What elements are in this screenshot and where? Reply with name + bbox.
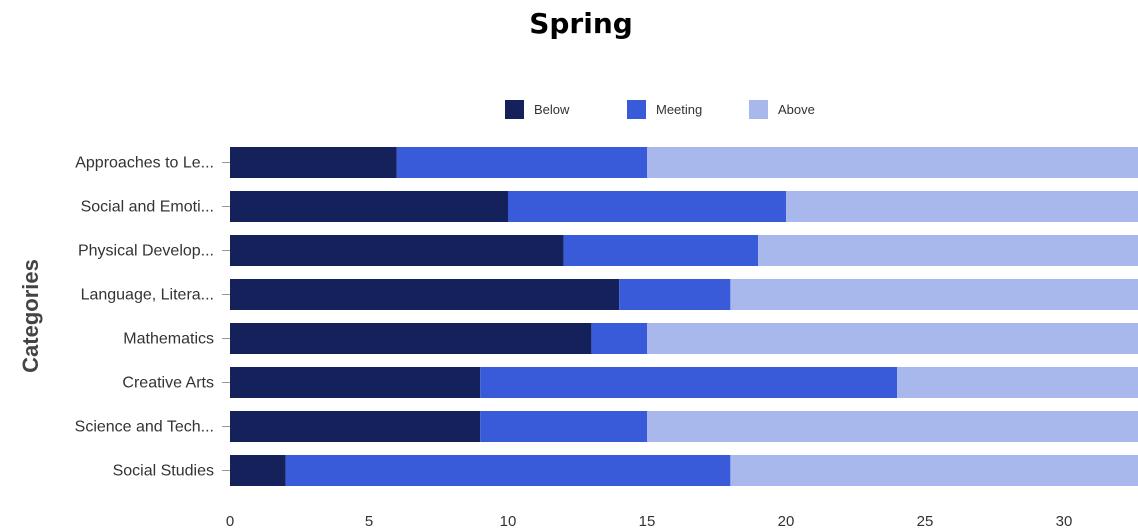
bar-below-4: [230, 323, 592, 354]
bar-meeting-2: [563, 235, 759, 266]
category-label: Mathematics: [123, 331, 214, 348]
bar-below-0: [230, 147, 397, 178]
bar-meeting-4: [591, 323, 647, 354]
bar-meeting-7: [285, 455, 731, 486]
category-label: Approaches to Le...: [75, 155, 214, 172]
bar-above-3: [730, 279, 1138, 310]
legend-label-above: Above: [778, 102, 815, 117]
category-label: Social and Emoti...: [81, 199, 214, 216]
bar-below-7: [230, 455, 286, 486]
x-axis-ticks: 0 5 10 15 20 25 30: [226, 513, 1073, 529]
bar-meeting-0: [396, 147, 647, 178]
category-label: Science and Tech...: [75, 419, 214, 436]
bar-above-0: [647, 147, 1138, 178]
bar-below-1: [230, 191, 508, 222]
bar-meeting-5: [480, 367, 898, 398]
bar-below-5: [230, 367, 481, 398]
bar-above-7: [730, 455, 1138, 486]
category-label: Creative Arts: [122, 375, 214, 392]
x-tick-label: 10: [500, 513, 517, 529]
y-axis-label: Categories: [18, 259, 43, 373]
bar-meeting-1: [508, 191, 786, 222]
bar-above-2: [758, 235, 1138, 266]
legend-swatch-below: [505, 100, 524, 119]
bar-above-5: [897, 367, 1138, 398]
x-tick-label: 30: [1056, 513, 1073, 529]
category-label: Language, Litera...: [81, 287, 214, 304]
legend-swatch-above: [749, 100, 768, 119]
x-tick-label: 5: [365, 513, 373, 529]
bars: [230, 147, 1138, 486]
category-label: Social Studies: [113, 463, 214, 480]
legend: Below Meeting Above: [505, 100, 815, 119]
x-tick-label: 15: [639, 513, 656, 529]
category-labels: Approaches to Le... Social and Emoti... Ph…: [75, 155, 230, 480]
bar-meeting-6: [480, 411, 647, 442]
x-tick-label: 25: [917, 513, 934, 529]
x-tick-label: 0: [226, 513, 234, 529]
bar-above-1: [786, 191, 1138, 222]
bar-below-6: [230, 411, 481, 442]
bar-above-4: [647, 323, 1138, 354]
x-tick-label: 20: [778, 513, 795, 529]
bar-above-6: [647, 411, 1138, 442]
legend-label-meeting: Meeting: [656, 102, 702, 117]
chart-title: Spring: [529, 7, 633, 40]
category-label: Physical Develop...: [78, 243, 214, 260]
legend-swatch-meeting: [627, 100, 646, 119]
bar-below-2: [230, 235, 564, 266]
bar-meeting-3: [619, 279, 731, 310]
legend-label-below: Below: [534, 102, 570, 117]
bar-below-3: [230, 279, 620, 310]
